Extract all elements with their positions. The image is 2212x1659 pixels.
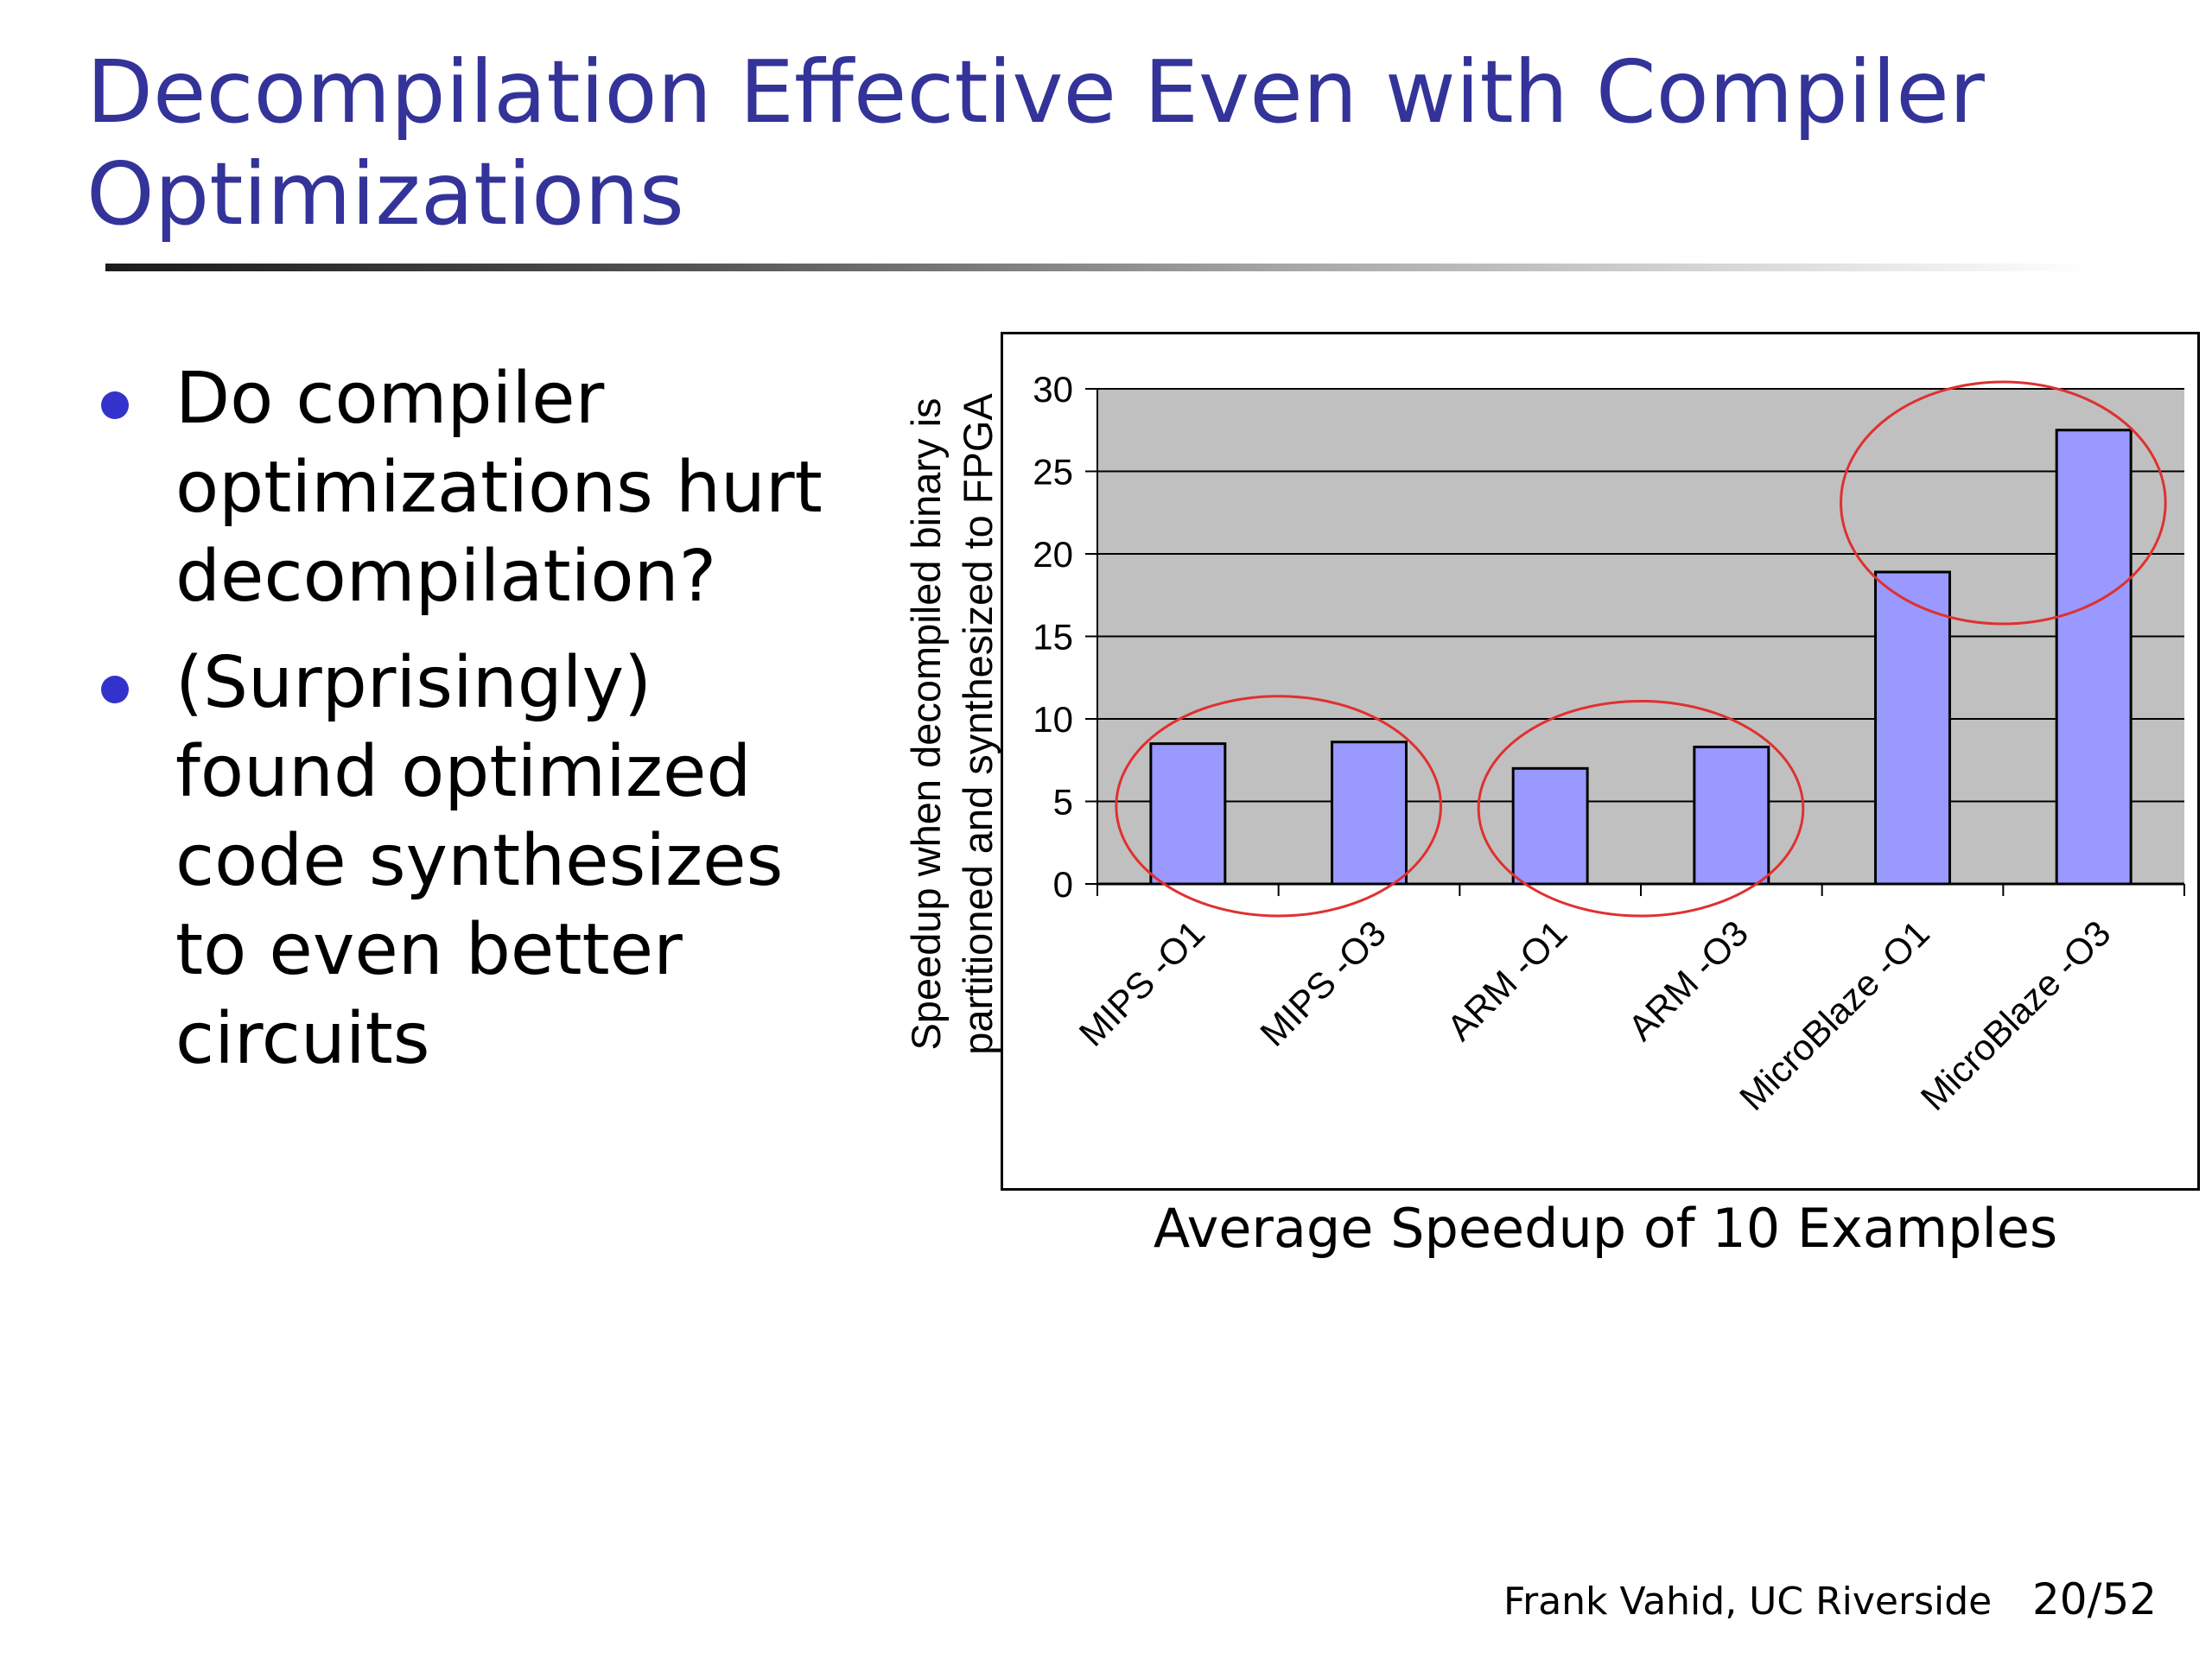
bullet-item: (Surprisingly) found optimized code synt… [86,639,864,1084]
bullet-text: Do compiler optimizations hurt decompila… [175,358,823,618]
highlight-ellipse [1477,699,1805,918]
y-axis-label-line-1: Speedup when decompiled binary is [903,397,949,1050]
x-tick-label: ARM -O3 [1620,912,1756,1048]
x-tick-label: MicroBlaze -O1 [1732,912,1937,1118]
x-tick-label: MicroBlaze -O3 [1913,912,2119,1118]
slide-title: Decompilation Effective Even with Compil… [86,41,2074,245]
highlight-ellipse [1115,695,1442,918]
chart-caption: Average Speedup of 10 Examples [1153,1197,2058,1260]
bar [2055,429,2133,886]
bullet-dot-icon [101,676,129,703]
footer-author: Frank Vahid, UC Riverside [1503,1580,1993,1624]
x-tick-label: MIPS -O1 [1071,912,1213,1054]
bullet-item: Do compiler optimizations hurt decompila… [86,354,864,621]
bar [1331,741,1408,886]
y-tick-label: 10 [1033,699,1073,740]
y-tick-label: 25 [1033,452,1073,493]
bar [1149,742,1227,886]
page-number: 20/52 [2032,1574,2158,1624]
y-axis-label-line-2: partitioned and synthesized to FPGA [955,393,1001,1055]
bullet-dot-icon [101,391,129,419]
x-tick-label: ARM -O1 [1440,912,1575,1048]
y-tick-label: 20 [1033,534,1073,575]
x-tick-label: MIPS -O3 [1252,912,1394,1054]
bar [1693,745,1770,886]
y-tick-label: 30 [1033,369,1073,410]
y-tick-label: 0 [1053,864,1073,905]
y-tick-label: 15 [1033,617,1073,658]
y-tick-label: 5 [1053,782,1073,823]
title-divider [105,264,2093,271]
bullet-text: (Surprisingly) found optimized code synt… [175,642,784,1080]
bar [1874,570,1951,886]
slide-title-line-2: Optimizations [86,143,684,245]
slide-title-line-1: Decompilation Effective Even with Compil… [86,41,1985,143]
bullet-list: Do compiler optimizations hurt decompila… [86,354,864,1101]
highlight-ellipse [1840,380,2167,626]
bar [1511,766,1589,886]
